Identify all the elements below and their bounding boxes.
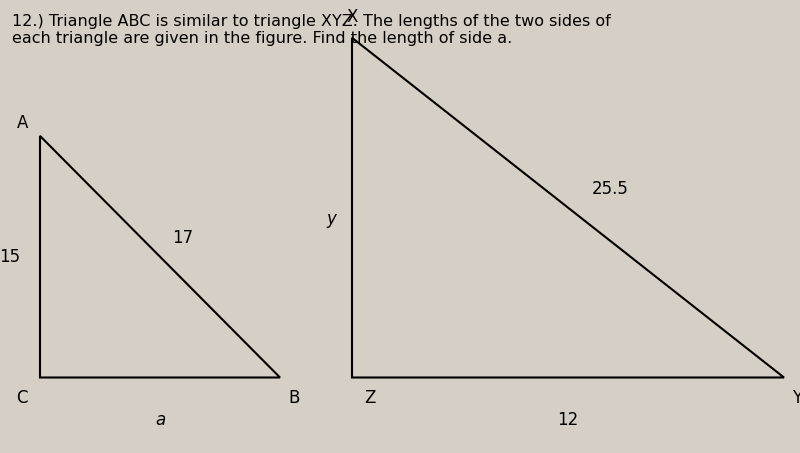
Text: C: C	[17, 389, 28, 407]
Text: 15: 15	[0, 248, 20, 266]
Text: X: X	[346, 9, 358, 26]
Text: 12.) Triangle ABC is similar to triangle XYZ. The lengths of the two sides of
ea: 12.) Triangle ABC is similar to triangle…	[12, 14, 610, 46]
Text: Y: Y	[792, 389, 800, 407]
Text: Z: Z	[364, 389, 375, 407]
Text: y: y	[326, 210, 336, 228]
Text: 17: 17	[172, 229, 193, 247]
Text: B: B	[288, 389, 299, 407]
Text: a: a	[155, 411, 165, 429]
Text: A: A	[17, 114, 28, 132]
Text: 12: 12	[558, 411, 578, 429]
Text: 25.5: 25.5	[592, 180, 629, 198]
